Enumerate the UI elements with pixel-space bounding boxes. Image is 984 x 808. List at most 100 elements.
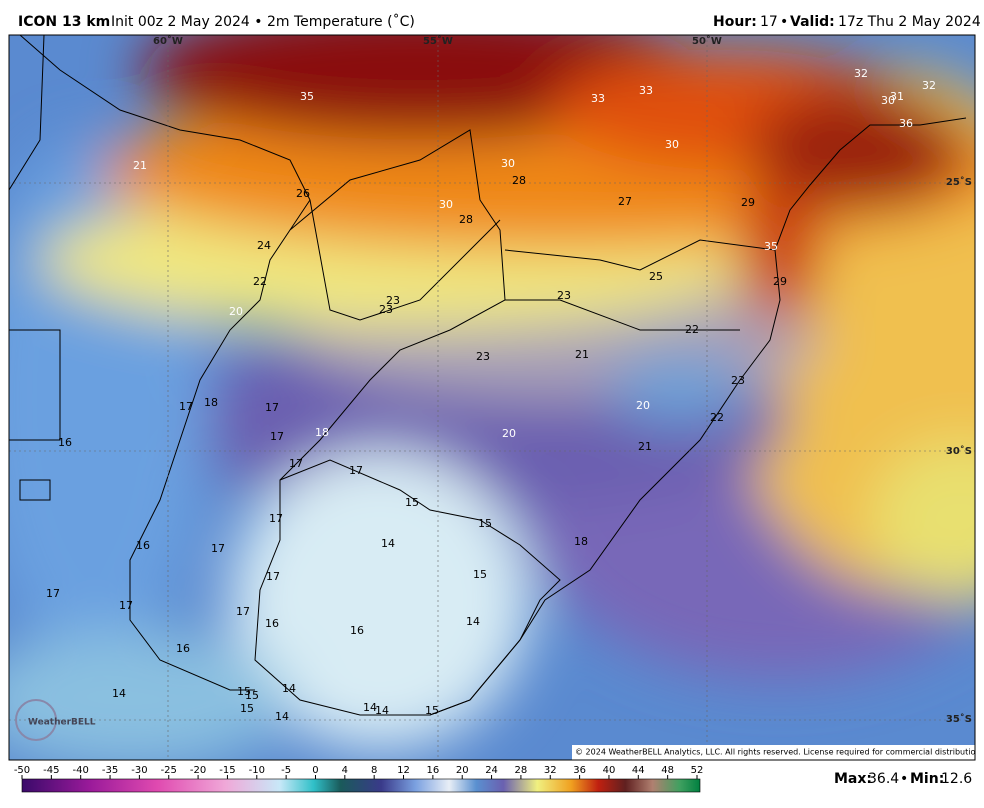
temperature-label: 20 <box>229 305 243 318</box>
temperature-label: 35 <box>300 90 314 103</box>
colorbar-tick-label: -50 <box>14 765 30 776</box>
colorbar-tick-label: 0 <box>312 765 318 776</box>
temperature-label: 16 <box>350 624 364 637</box>
temperature-label: 14 <box>381 537 395 550</box>
temperature-label: 16 <box>265 617 279 630</box>
temperature-label: 18 <box>204 396 218 409</box>
min-label: Min: <box>910 771 944 787</box>
separator: • <box>900 771 908 787</box>
hour-label: Hour: <box>713 14 757 30</box>
temperature-label: 27 <box>618 195 632 208</box>
copyright: © 2024 WeatherBELL Analytics, LLC. All r… <box>575 748 983 757</box>
temperature-label: 14 <box>282 682 296 695</box>
valid-label: Valid: <box>790 14 835 30</box>
colorbar-tick-label: 28 <box>515 765 528 776</box>
temperature-label: 17 <box>179 400 193 413</box>
temperature-label: 23 <box>379 303 393 316</box>
temperature-label: 36 <box>899 117 913 130</box>
colorbar-tick-label: -25 <box>161 765 177 776</box>
temperature-label: 17 <box>211 542 225 555</box>
temperature-label: 17 <box>236 605 250 618</box>
hour: 17 <box>760 14 778 30</box>
temperature-label: 22 <box>685 323 699 336</box>
separator: • <box>780 14 788 30</box>
temperature-label: 20 <box>502 427 516 440</box>
temperature-label: 15 <box>405 496 419 509</box>
min: 12.6 <box>941 771 972 787</box>
max-label: Max: <box>834 771 872 787</box>
temperature-label: 17 <box>119 599 133 612</box>
temperature-label: 14 <box>275 710 289 723</box>
lon-label: 60˚W <box>153 35 183 47</box>
temperature-label: 14 <box>112 687 126 700</box>
temperature-label: 31 <box>890 90 904 103</box>
temperature-label: 25 <box>649 270 663 283</box>
temperature-label: 30 <box>881 94 895 107</box>
logo: WeatherBELL <box>28 718 96 728</box>
temperature-label: 23 <box>386 294 400 307</box>
colorbar-tick-label: -10 <box>249 765 265 776</box>
temperature-label: 23 <box>476 350 490 363</box>
colorbar-tick-label: -30 <box>131 765 147 776</box>
colorbar: -50 -45 -40 -35 -30 -25 -20 -15 -10 -5 0 4 8 12 16 20 24… <box>14 765 703 793</box>
colorbar-tick-label: 44 <box>632 765 645 776</box>
graticule-labels: 60˚W 55˚W 50˚W 25˚S 30˚S 35˚S <box>153 35 972 725</box>
temperature-label: 17 <box>266 570 280 583</box>
lon-label: 55˚W <box>423 35 453 47</box>
colorbar-scale <box>21 778 701 793</box>
colorbar-tick-label: -40 <box>73 765 89 776</box>
temperature-label: 17 <box>265 401 279 414</box>
temperature-label: 30 <box>665 138 679 151</box>
temperature-label: 30 <box>501 157 515 170</box>
temperature-label: 15 <box>237 685 251 698</box>
footer: Max: 36.4 • Min: 12.6 <box>834 771 972 787</box>
temperature-label: 33 <box>639 84 653 97</box>
map-frame <box>8 34 976 761</box>
temperature-label: 35 <box>764 240 778 253</box>
temperature-label: 14 <box>375 704 389 717</box>
temperature-label: 17 <box>269 512 283 525</box>
temperature-label: 16 <box>176 642 190 655</box>
max: 36.4 <box>868 771 899 787</box>
temperature-label: 21 <box>575 348 589 361</box>
temperature-label: 30 <box>439 198 453 211</box>
temperature-label: 26 <box>296 187 310 200</box>
temperature-label: 17 <box>270 430 284 443</box>
colorbar-tick-label: 48 <box>661 765 674 776</box>
temperature-label: 29 <box>773 275 787 288</box>
temperature-label: 22 <box>710 411 724 424</box>
lon-label: 50˚W <box>692 35 722 47</box>
colorbar-tick-label: 4 <box>342 765 348 776</box>
temperature-label: 28 <box>459 213 473 226</box>
colorbar-tick-label: -45 <box>43 765 59 776</box>
valid: 17z Thu 2 May 2024 <box>838 14 981 30</box>
colorbar-tick-label: 36 <box>573 765 586 776</box>
temperature-label: 18 <box>574 535 588 548</box>
temperature-label: 32 <box>922 79 936 92</box>
colorbar-tick-label: -5 <box>281 765 291 776</box>
temperature-label: 16 <box>136 539 150 552</box>
temperature-label: 15 <box>473 568 487 581</box>
colorbar-tick-label: -20 <box>190 765 206 776</box>
colorbar-tick-label: 20 <box>456 765 469 776</box>
temperature-label: 17 <box>349 464 363 477</box>
logo-icon <box>15 699 57 741</box>
lat-label: 35˚S <box>946 713 972 725</box>
temperature-label: 21 <box>133 159 147 172</box>
copyright-box <box>572 745 975 760</box>
temperature-label: 21 <box>638 440 652 453</box>
temperature-label: 23 <box>731 374 745 387</box>
lat-label: 25˚S <box>946 176 972 188</box>
temperature-label: 28 <box>512 174 526 187</box>
colorbar-tick-label: 24 <box>485 765 498 776</box>
temperature-label: 32 <box>854 67 868 80</box>
temperature-label: 15 <box>240 702 254 715</box>
header: ICON 13 km Init 00z 2 May 2024 • 2m Temp… <box>18 13 981 30</box>
lat-label: 30˚S <box>946 445 972 457</box>
colorbar-tick-label: 8 <box>371 765 377 776</box>
colorbar-tick-label: -35 <box>102 765 118 776</box>
